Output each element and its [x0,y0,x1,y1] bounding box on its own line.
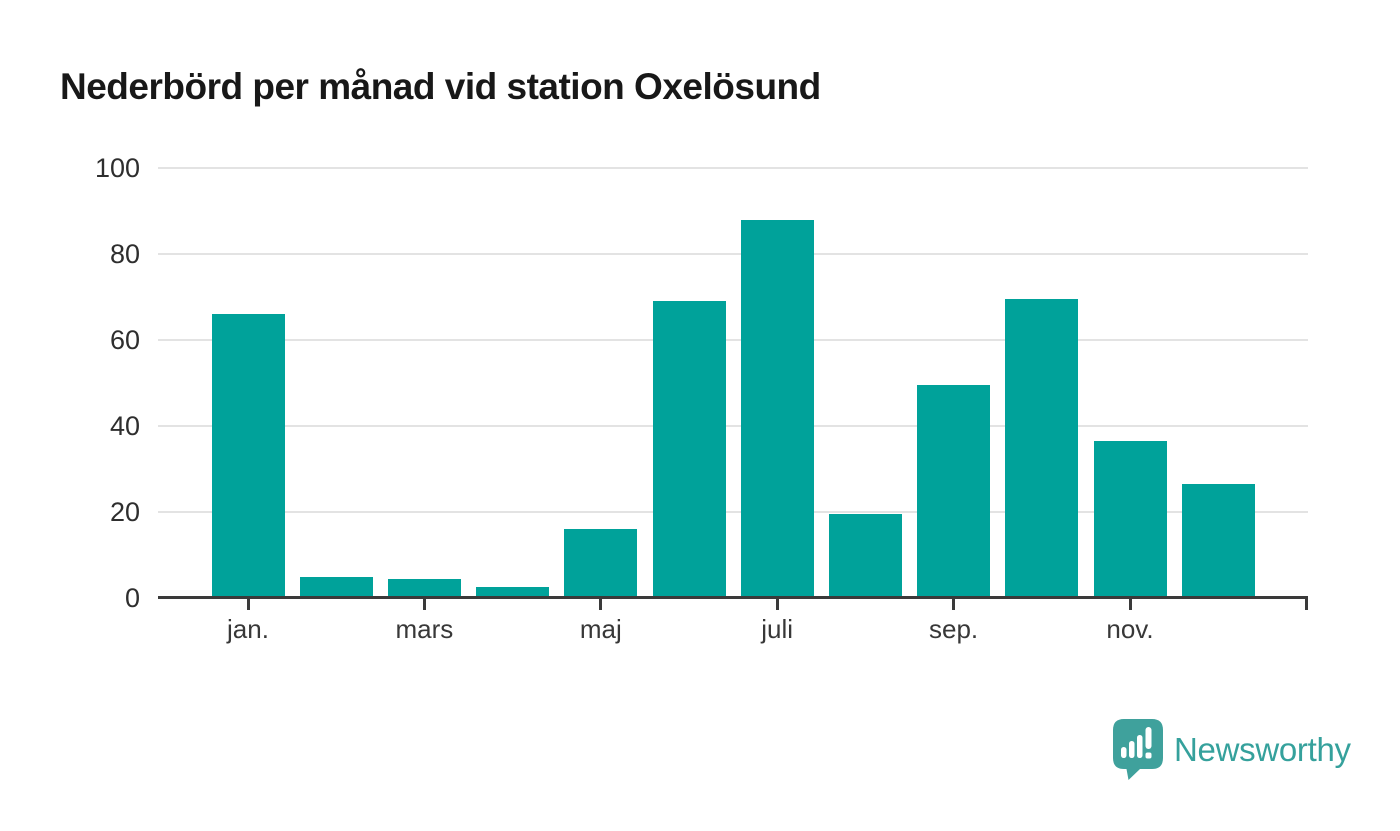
x-axis-tick-maj [599,599,603,610]
y-axis-label-60: 60 [109,325,140,355]
x-axis-tick-jan [246,599,250,610]
newsworthy-logo-text: Newsworthy [1174,730,1351,768]
y-axis-label-100: 100 [94,153,140,183]
x-axis-label-juli: juli [761,614,794,644]
newsworthy-branding: Newsworthy [1113,719,1351,780]
bar-month-3 [387,578,461,598]
y-axis-label-0: 0 [124,583,140,613]
bar-month-8 [828,514,902,598]
x-axis-label-nov: nov. [1106,614,1154,644]
x-axis-tick-mars [422,599,426,610]
x-axis-label-mars: mars [395,614,454,644]
x-axis-line [158,596,1308,599]
bar-chart-speech-bubble-icon [1113,719,1163,780]
x-axis-tick-juli [775,599,779,610]
bar-month-12 [1181,484,1255,598]
bar-month-1 [211,314,285,598]
gridline-60 [158,339,1308,341]
bar-month-11 [1093,441,1167,598]
x-axis-tick-sep [952,599,956,610]
gridline-80 [158,253,1308,255]
bar-month-7 [740,219,814,598]
y-axis-label-20: 20 [109,497,140,527]
bar-month-10 [1005,299,1079,598]
bar-month-6 [652,301,726,598]
x-axis-end-tick [1305,599,1308,610]
x-axis-label-sep: sep. [929,614,979,644]
bar-month-4 [476,587,550,598]
gridline-100 [158,167,1308,169]
y-axis-label-40: 40 [109,411,140,441]
y-axis-label-80: 80 [109,239,140,269]
x-axis-tick-nov [1128,599,1132,610]
x-axis-label-jan: jan. [227,614,269,644]
x-axis-label-maj: maj [579,614,622,644]
gridline-40 [158,425,1308,427]
gridline-20 [158,511,1308,513]
chart-title: Nederbörd per månad vid station Oxelösun… [60,66,821,107]
bar-month-2 [299,576,373,598]
bar-month-5 [564,529,638,598]
bar-month-9 [917,385,991,598]
